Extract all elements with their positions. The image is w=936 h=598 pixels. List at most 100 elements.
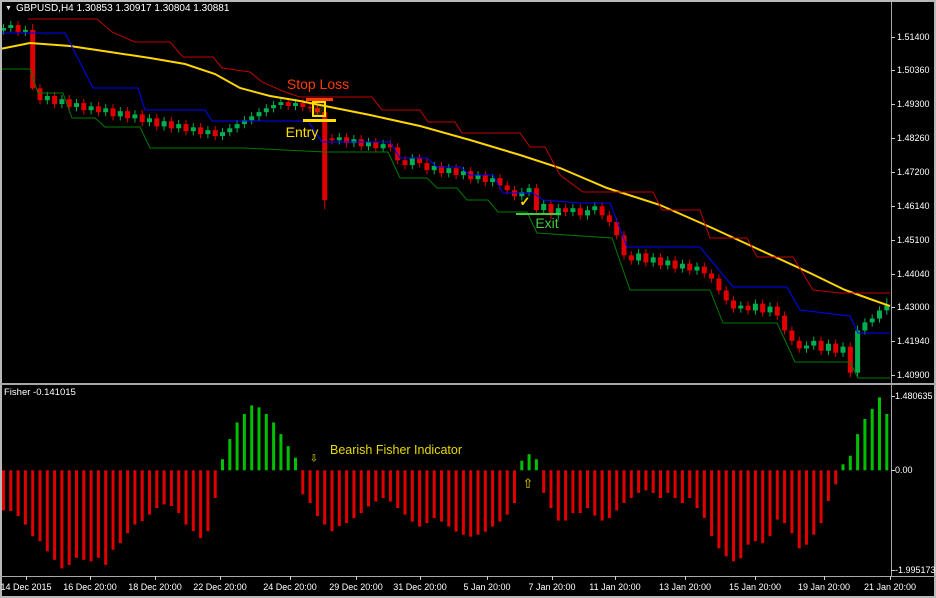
candle-body [271,105,277,109]
candle-body [22,29,28,32]
axis-tick [891,569,895,571]
candle-body [132,114,138,119]
candle-body [241,120,247,125]
time-axis-separator [0,576,936,577]
fisher-bar [819,470,823,524]
candle-body [227,128,233,133]
candle-body [555,208,561,216]
candle-body [234,124,240,129]
fisher-bar [520,460,524,471]
fisher-bar [374,470,378,502]
time-axis-label: 29 Dec 20:00 [329,582,383,592]
candle-body [475,175,481,180]
axis-tick [487,576,488,580]
candle-body [825,343,831,351]
candle-body [731,300,736,309]
fisher-bar [863,419,867,471]
candle-body [679,263,685,269]
candle-body [628,255,634,261]
axis-tick [26,576,27,580]
fisher-bar [315,470,319,517]
time-axis-label: 21 Jan 20:00 [863,582,917,592]
candle-body [519,192,525,197]
fisher-bar [826,470,830,501]
fisher-bar [155,470,159,508]
fisher-bar [607,470,611,519]
candle-body [139,114,145,123]
candle-body [387,144,393,148]
candle-body [263,108,269,113]
entry-marker-box [312,101,326,117]
candle-body [256,112,262,117]
fisher-bar [301,470,305,495]
axis-tick [891,239,895,241]
fisher-bar [381,470,385,498]
exit-line [516,213,561,215]
candle-body [672,260,678,269]
fisher-bar [9,470,13,511]
candle-body [453,168,459,175]
fisher-bar [476,470,480,535]
candle-body [782,315,788,331]
fisher-bar [228,439,232,471]
fisher-bar [534,459,538,471]
fisher-bar [527,454,531,471]
pane-separator[interactable] [0,383,936,385]
fisher-bar [345,470,349,524]
fisher-bar [191,470,195,532]
candle-body [636,253,642,261]
fisher-bar [556,470,560,521]
fisher-bar [16,470,20,517]
fisher-bar [403,470,407,515]
axis-tick [891,469,895,471]
axis-tick [891,273,895,275]
candle-body [847,346,853,373]
candle-body [585,210,590,216]
fisher-bar [615,470,619,511]
axis-tick [755,576,756,580]
candle-body [198,127,204,135]
fisher-bar [695,470,699,508]
window-border-left [0,0,2,598]
candle-body [351,139,357,144]
fisher-bar [323,470,327,525]
fisher-bar [396,470,400,508]
fisher-bar [213,470,217,498]
time-axis-label: 15 Jan 20:00 [728,582,782,592]
candle-body [709,273,715,279]
fisher-bar [834,470,838,485]
trailing-stop-blue-line [0,32,890,334]
fisher-bar [659,470,662,498]
time-axis-label: 13 Jan 20:00 [658,582,712,592]
stop-loss-label: Stop Loss [286,76,350,92]
candle-body [161,121,167,127]
symbol-dropdown-icon[interactable]: ▼ [5,5,12,12]
fisher-axis-label: -1.995173 [895,565,936,575]
price-axis-label: 1.50360 [897,65,930,75]
fisher-bar [162,470,166,505]
fisher-bar [549,470,553,508]
fisher-bar [279,434,283,471]
candle-body [285,102,291,106]
axis-tick [891,137,895,139]
axis-tick [824,576,825,580]
fisher-bar [388,470,392,502]
fisher-bar [505,470,509,515]
ema-yellow-line [0,41,891,307]
fisher-bar [75,470,78,558]
price-axis-label: 1.49300 [897,99,930,109]
axis-tick [891,103,895,105]
candle-body [417,158,423,164]
fisher-bar [31,470,35,537]
fisher-bar [775,470,779,520]
fisher-bar [688,470,692,498]
axis-tick [90,576,91,580]
axis-tick [891,205,895,207]
fisher-bar [82,470,86,560]
axis-tick [891,374,895,376]
fisher-bar [184,470,188,525]
fisher-bar [410,470,414,522]
time-axis-label: 24 Dec 20:00 [263,582,317,592]
